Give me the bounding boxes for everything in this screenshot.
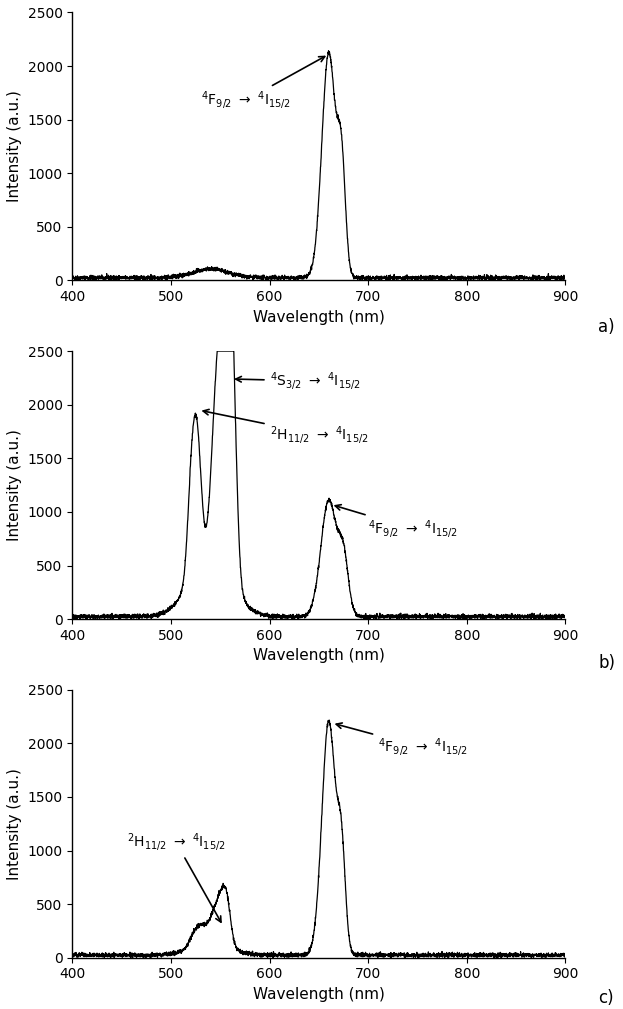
X-axis label: Wavelength (nm): Wavelength (nm) [253, 310, 385, 325]
Text: $^2$H$_{11/2}$ $\rightarrow$ $^4$I$_{15/2}$: $^2$H$_{11/2}$ $\rightarrow$ $^4$I$_{15/… [203, 410, 368, 446]
Text: b): b) [598, 654, 615, 672]
Text: $^2$H$_{11/2}$ $\rightarrow$ $^4$I$_{15/2}$: $^2$H$_{11/2}$ $\rightarrow$ $^4$I$_{15/… [126, 831, 225, 922]
Text: $^4$F$_{9/2}$ $\rightarrow$ $^4$I$_{15/2}$: $^4$F$_{9/2}$ $\rightarrow$ $^4$I$_{15/2… [201, 57, 325, 111]
X-axis label: Wavelength (nm): Wavelength (nm) [253, 649, 385, 663]
Text: $^4$F$_{9/2}$ $\rightarrow$ $^4$I$_{15/2}$: $^4$F$_{9/2}$ $\rightarrow$ $^4$I$_{15/2… [335, 504, 458, 540]
Text: a): a) [598, 318, 615, 336]
Text: $^4$S$_{3/2}$ $\rightarrow$ $^4$I$_{15/2}$: $^4$S$_{3/2}$ $\rightarrow$ $^4$I$_{15/2… [235, 370, 360, 391]
Text: $^4$F$_{9/2}$ $\rightarrow$ $^4$I$_{15/2}$: $^4$F$_{9/2}$ $\rightarrow$ $^4$I$_{15/2… [336, 723, 468, 759]
Y-axis label: Intensity (a.u.): Intensity (a.u.) [7, 429, 22, 541]
X-axis label: Wavelength (nm): Wavelength (nm) [253, 987, 385, 1002]
Y-axis label: Intensity (a.u.): Intensity (a.u.) [7, 768, 22, 880]
Y-axis label: Intensity (a.u.): Intensity (a.u.) [7, 91, 22, 203]
Text: c): c) [598, 989, 614, 1007]
